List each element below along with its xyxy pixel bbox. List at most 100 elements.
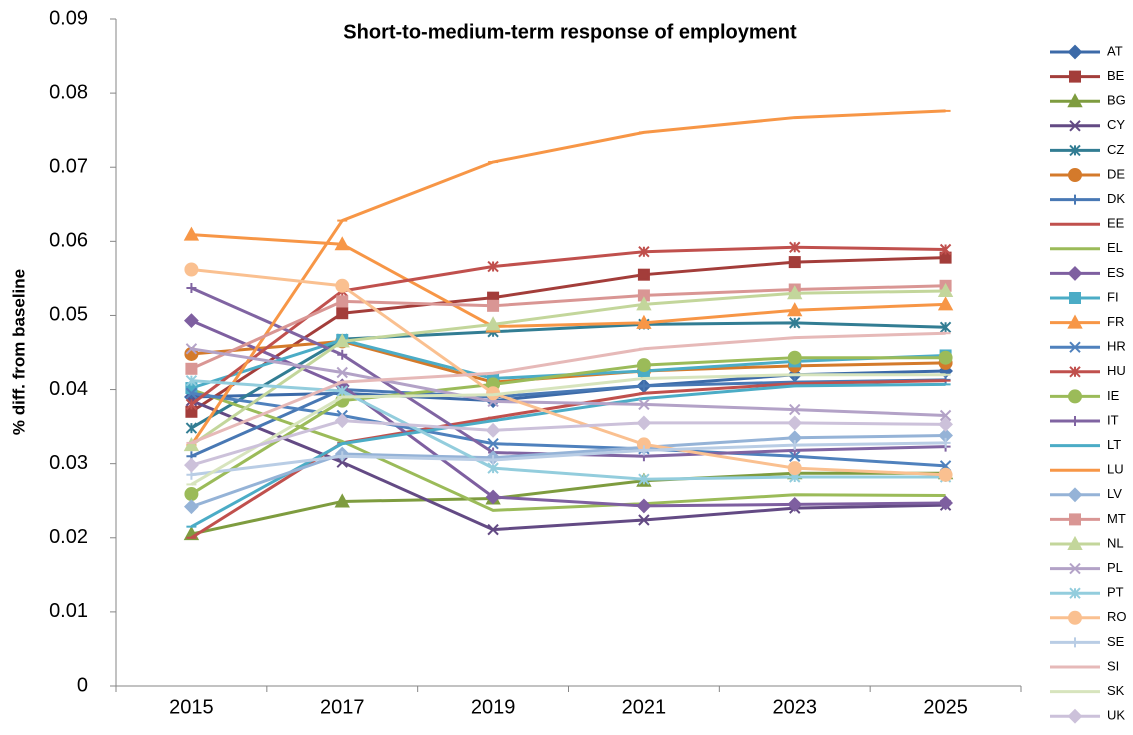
marker	[939, 321, 952, 334]
legend-label: CZ	[1107, 142, 1124, 157]
series-line	[190, 284, 946, 371]
marker	[488, 454, 499, 465]
legend-marker	[1069, 341, 1081, 353]
marker	[185, 374, 198, 387]
marker	[787, 285, 803, 300]
series-line	[191, 347, 946, 417]
legend-label: PL	[1107, 560, 1123, 575]
marker	[638, 445, 649, 456]
legend-marker	[1069, 292, 1081, 304]
series	[184, 413, 953, 473]
marker	[184, 313, 199, 329]
legend-marker	[1069, 587, 1081, 599]
series	[186, 331, 951, 445]
marker	[487, 437, 499, 450]
marker	[937, 296, 954, 311]
legend-label: FR	[1107, 314, 1124, 329]
legend-label: SE	[1107, 634, 1125, 649]
marker	[637, 268, 650, 281]
legend-label: ES	[1107, 265, 1125, 280]
legend-marker	[1068, 168, 1082, 182]
marker	[636, 415, 652, 431]
legend-label: EE	[1107, 216, 1125, 231]
legend-label: UK	[1107, 708, 1125, 723]
marker	[185, 422, 198, 434]
legend-label: SK	[1107, 683, 1125, 698]
marker	[787, 497, 803, 512]
y-tick-label: 0.01	[49, 600, 88, 622]
legend-marker	[1067, 93, 1083, 108]
marker	[789, 241, 801, 253]
legend-label: BG	[1107, 93, 1126, 108]
legend-label: HU	[1107, 363, 1126, 378]
x-tick-label: 2023	[773, 696, 818, 718]
legend-label: BE	[1107, 68, 1125, 83]
y-tick-label: 0.04	[49, 378, 88, 400]
series-line	[190, 331, 946, 445]
series-line	[190, 245, 946, 406]
series	[184, 350, 953, 502]
marker	[787, 302, 803, 317]
legend-label: MT	[1107, 511, 1126, 526]
legend-label: EL	[1107, 240, 1123, 255]
marker	[938, 416, 953, 432]
series	[186, 437, 951, 480]
marker	[337, 349, 348, 360]
marker	[787, 415, 803, 431]
legend-marker	[1067, 535, 1083, 550]
marker	[636, 358, 651, 373]
chart-title: Short-to-medium-term response of employm…	[343, 21, 797, 43]
legend-label: LT	[1107, 437, 1121, 452]
marker	[337, 451, 348, 462]
series-line	[190, 399, 946, 532]
marker	[185, 343, 198, 355]
y-axis-label: % diff. from baseline	[9, 269, 28, 435]
series-line	[191, 379, 946, 481]
marker	[335, 278, 350, 293]
y-tick-label: 0.06	[49, 230, 88, 252]
marker	[186, 283, 197, 294]
marker	[636, 314, 652, 329]
marker	[183, 226, 200, 241]
legend-marker	[1067, 265, 1083, 281]
marker	[184, 499, 199, 515]
legend-marker	[1067, 44, 1083, 60]
marker	[937, 282, 954, 297]
y-tick-label: 0.07	[49, 156, 88, 178]
series	[185, 251, 952, 418]
legend-marker	[1069, 120, 1081, 132]
x-tick-label: 2019	[471, 696, 516, 718]
y-tick-label: 0.09	[49, 7, 88, 29]
marker	[638, 514, 650, 526]
legend-marker	[1069, 366, 1081, 378]
series	[186, 382, 951, 528]
x-tick-label: 2017	[320, 696, 365, 718]
marker	[789, 317, 801, 329]
y-tick-label: 0.08	[49, 81, 88, 103]
y-tick-label: 0.05	[49, 304, 88, 326]
y-tick-label: 0.02	[49, 526, 88, 548]
legend-marker	[1069, 513, 1081, 526]
series	[185, 343, 952, 422]
marker	[485, 489, 501, 505]
legend-marker	[1068, 610, 1082, 625]
marker	[789, 450, 801, 462]
series-line	[190, 434, 946, 509]
legend-label: RO	[1107, 609, 1127, 624]
series-line	[190, 321, 946, 430]
marker	[336, 295, 349, 308]
legend-label: AT	[1107, 43, 1123, 58]
marker	[185, 387, 198, 399]
y-tick-label: 0	[77, 674, 88, 696]
marker	[638, 398, 650, 411]
legend-label: PT	[1107, 585, 1124, 600]
marker	[938, 495, 953, 511]
legend-label: SI	[1107, 658, 1119, 673]
series	[185, 387, 952, 472]
series-line	[190, 319, 946, 508]
marker	[787, 350, 802, 365]
marker	[789, 440, 800, 451]
marker	[940, 437, 951, 448]
marker	[939, 409, 952, 422]
